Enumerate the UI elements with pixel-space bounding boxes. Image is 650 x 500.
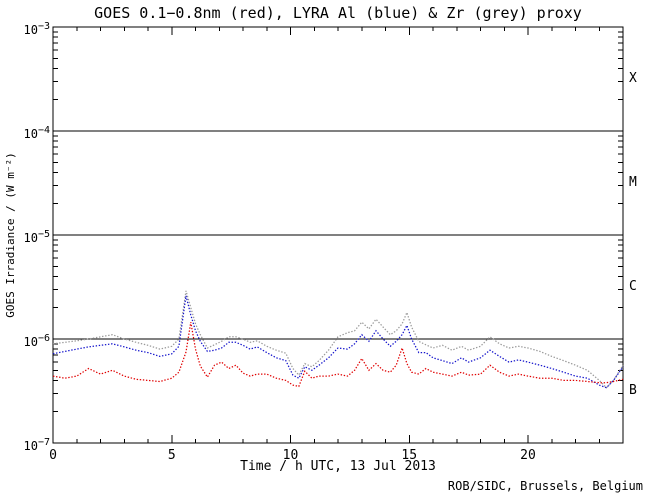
x-tick-label: 20 [520, 448, 536, 463]
x-axis-label: Time / h UTC, 13 Jul 2013 [240, 459, 436, 474]
x-tick-label: 15 [401, 448, 418, 463]
x-tick-label: 0 [49, 448, 57, 463]
x-tick-label: 5 [167, 448, 176, 463]
y-tick-label: 10−7 [23, 437, 51, 453]
x-tick-label: 10 [282, 448, 299, 463]
y-tick-label: 10−5 [23, 229, 51, 245]
series-goes-red [52, 322, 624, 388]
flare-class-label: X [629, 71, 637, 87]
y-tick-label: 10−4 [23, 125, 51, 141]
series-zr-grey [52, 290, 624, 389]
y-tick-label: 10−6 [23, 333, 51, 349]
axes [52, 26, 624, 444]
y-tick-label: 10−3 [23, 21, 51, 37]
flare-class-label: B [629, 383, 637, 399]
flare-class-label: M [629, 175, 637, 191]
series-al-blue [52, 295, 624, 389]
credit-text: ROB/SIDC, Brussels, Belgium [447, 479, 643, 493]
chart-title: GOES 0.1−0.8nm (red), LYRA Al (blue) & Z… [94, 4, 582, 22]
flare-class-label: C [629, 279, 637, 295]
